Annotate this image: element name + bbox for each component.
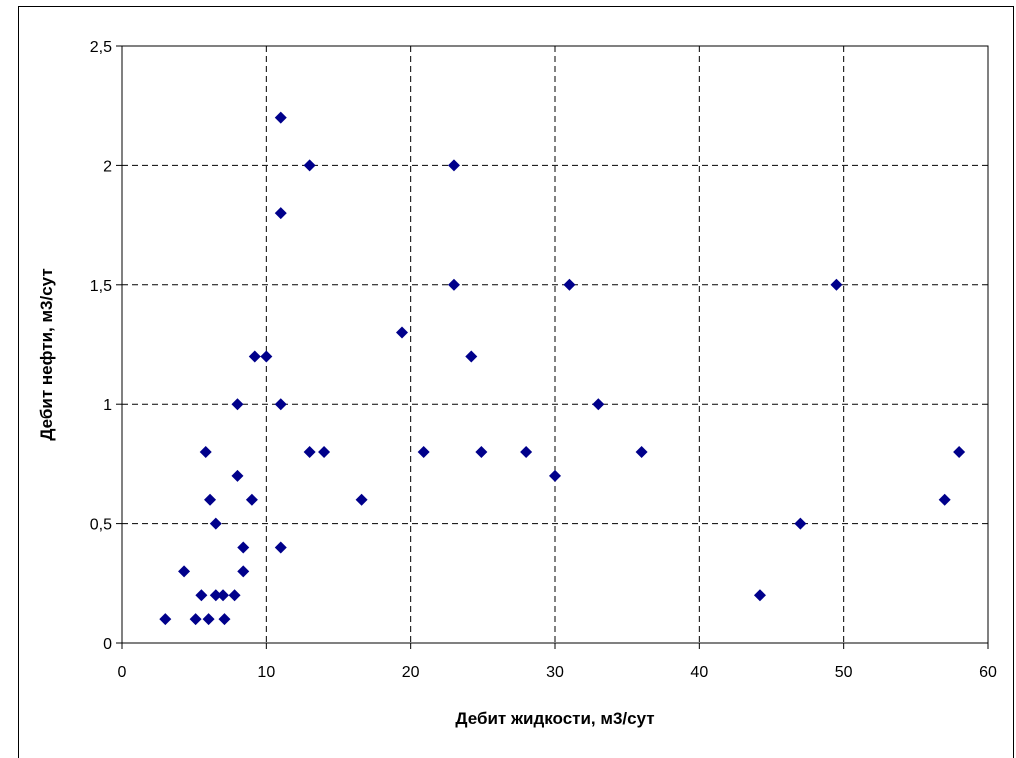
y-tick-label: 0,5 [90, 517, 112, 534]
x-tick-label: 10 [257, 664, 275, 681]
axes [116, 45, 989, 649]
y-tick-label: 1 [103, 397, 112, 414]
y-tick-labels: 0 0,5 1 1,5 2 2,5 [90, 39, 112, 653]
data-point [189, 613, 202, 626]
data-point [178, 565, 191, 578]
data-point [209, 517, 222, 530]
data-point [274, 207, 287, 220]
grid-lines [122, 45, 989, 643]
data-point [830, 278, 843, 291]
chart-frame [18, 6, 1014, 758]
data-point [563, 278, 576, 291]
x-tick-label: 20 [402, 664, 420, 681]
x-tick-label: 50 [835, 664, 853, 681]
data-points [159, 111, 966, 626]
data-point [228, 589, 241, 602]
data-point [274, 541, 287, 554]
data-point [635, 445, 648, 458]
x-tick-labels: 0 10 20 30 40 50 60 [118, 664, 997, 681]
data-point [465, 350, 478, 363]
data-point [318, 445, 331, 458]
data-point [260, 350, 273, 363]
data-point [195, 589, 208, 602]
data-point [953, 445, 966, 458]
data-point [794, 517, 807, 530]
data-point [209, 589, 222, 602]
data-point [592, 398, 605, 411]
data-point [753, 589, 766, 602]
data-point [549, 469, 561, 482]
plot-area-border [121, 45, 989, 644]
data-point [475, 445, 488, 458]
data-point [199, 445, 212, 458]
y-tick-label: 2 [103, 158, 112, 175]
data-point [237, 565, 250, 578]
data-point [217, 589, 230, 602]
data-point [396, 326, 409, 339]
data-point [355, 493, 368, 506]
data-point [248, 350, 261, 363]
data-point [274, 111, 287, 124]
x-axis-title: Дебит жидкости, м3/сут [455, 709, 654, 728]
y-tick-label: 0 [103, 636, 112, 653]
x-tick-label: 30 [546, 664, 564, 681]
data-point [303, 445, 316, 458]
x-tick-label: 40 [690, 664, 708, 681]
data-point [237, 541, 250, 554]
data-point [204, 493, 217, 506]
data-point [938, 493, 951, 506]
data-point [202, 613, 215, 626]
x-tick-label: 60 [979, 664, 997, 681]
data-point [159, 613, 172, 626]
y-tick-label: 1,5 [90, 278, 112, 295]
y-axis-title: Дебит нефти, м3/сут [37, 268, 56, 440]
data-point [303, 159, 316, 172]
data-point [447, 159, 460, 172]
data-point [447, 278, 460, 291]
data-point [520, 445, 533, 458]
x-tick-label: 0 [118, 664, 127, 681]
data-point [245, 493, 258, 506]
data-point [417, 445, 430, 458]
data-point [274, 398, 287, 411]
data-point [231, 469, 244, 482]
y-tick-label: 2,5 [90, 39, 112, 56]
data-point [231, 398, 244, 411]
data-point [218, 613, 231, 626]
